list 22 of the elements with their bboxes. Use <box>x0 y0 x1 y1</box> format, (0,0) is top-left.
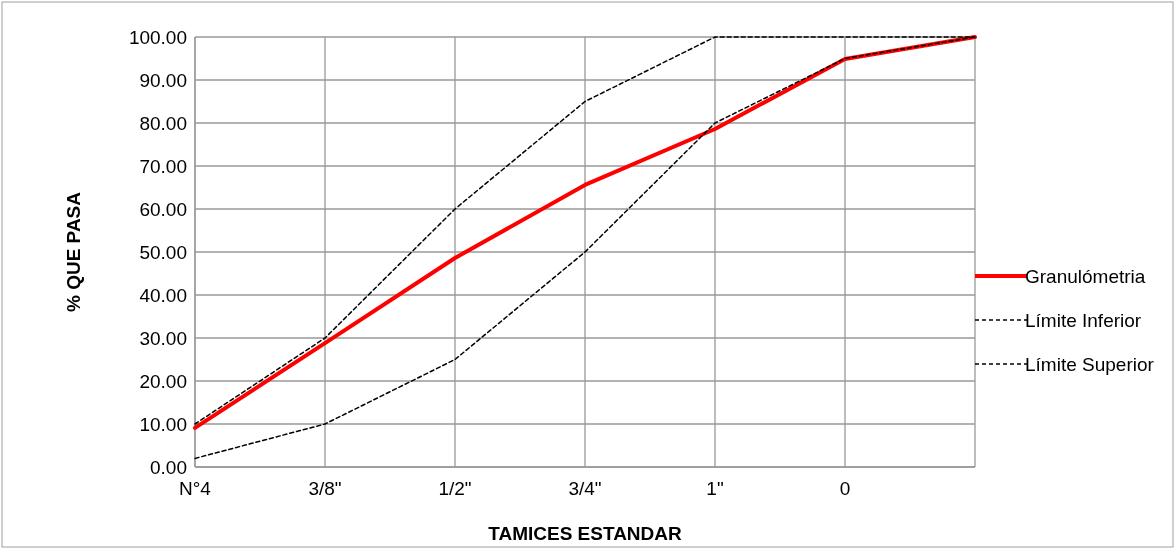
y-tick-label: 30.00 <box>139 327 187 349</box>
legend-label: Límite Inferior <box>1025 309 1142 331</box>
y-tick-label: 100.00 <box>128 26 187 48</box>
y-tick-label: 90.00 <box>139 69 187 91</box>
y-tick-label: 10.00 <box>139 413 187 435</box>
x-tick-label: 0 <box>839 478 851 499</box>
legend-label: Límite Superior <box>1025 353 1155 375</box>
y-tick-label: 50.00 <box>139 241 187 263</box>
x-tick-label: 1" <box>706 478 724 499</box>
x-tick-label: 3/8" <box>308 478 342 499</box>
y-tick-label: 0.00 <box>150 456 187 478</box>
y-tick-label: 20.00 <box>139 370 187 392</box>
x-axis-title: TAMICES ESTANDAR <box>488 523 683 544</box>
x-tick-label: N°4 <box>179 478 212 499</box>
y-tick-label: 60.00 <box>139 198 187 220</box>
y-tick-label: 40.00 <box>139 284 187 306</box>
y-tick-label: 70.00 <box>139 155 187 177</box>
x-tick-label: 1/2" <box>438 478 472 499</box>
y-axis-title: % QUE PASA <box>63 191 84 313</box>
y-tick-label: 80.00 <box>139 112 187 134</box>
x-tick-label: 3/4" <box>568 478 602 499</box>
legend-label: Granulómetria <box>1025 265 1146 287</box>
